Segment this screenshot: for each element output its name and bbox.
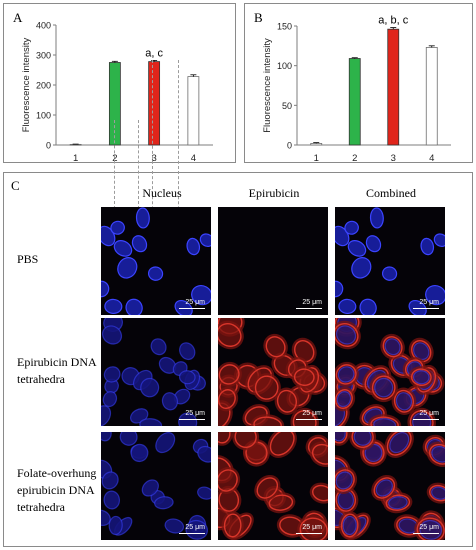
scale-bar [296, 307, 322, 309]
row-label-line: tetrahedra [17, 372, 65, 386]
micrograph-folate-combined: 25 μm [335, 432, 445, 540]
significance-annotation: a, b, c [378, 15, 408, 27]
panel-c [3, 172, 473, 547]
scale-bar-label: 25 μm [185, 299, 205, 306]
y-tick-label: 100 [36, 111, 51, 121]
scale-bar-label: 25 μm [302, 410, 322, 417]
row-label-pbs: PBS [17, 251, 38, 268]
scale-bar [413, 307, 439, 309]
x-tick-label: 1 [314, 153, 319, 163]
micrograph-folate-epirubicin: 25 μm [218, 432, 328, 540]
guide-line-left-2 [152, 60, 153, 280]
bar-4 [425, 47, 438, 146]
guide-line-right [138, 120, 139, 280]
bar-1 [310, 143, 323, 146]
column-header-epirubicin: Epirubicin [248, 186, 300, 200]
micrograph-folate-nucleus: 25 μm [101, 432, 211, 540]
scale-bar-label: 25 μm [185, 524, 205, 531]
y-tick-label: 50 [282, 101, 292, 111]
panel-b-letter: B [254, 10, 263, 25]
column-header-combined: Combined [366, 186, 416, 200]
scale-bar [179, 532, 205, 534]
panel-c-letter: C [11, 178, 20, 193]
micrograph-epi-epirubicin: 25 μm [218, 318, 328, 426]
scale-bar-label: 25 μm [419, 524, 439, 531]
scale-bar-label: 25 μm [302, 299, 322, 306]
y-axis-label: Fluorescence intensity [21, 37, 32, 132]
row-label-folate-tetrahedra: Folate-overhung epirubicin DNA tetrahedr… [17, 465, 96, 516]
row-label-epirubicin-tetrahedra: Epirubicin DNA tetrahedra [17, 354, 97, 388]
y-tick-label: 300 [36, 51, 51, 61]
scale-bar [296, 418, 322, 420]
micrograph-pbs-nucleus: 25 μm [101, 207, 211, 315]
y-axis-label: Fluorescence intensity [262, 38, 273, 133]
bar-3 [148, 61, 161, 146]
x-tick-label: 3 [151, 153, 156, 163]
scale-bar-label: 25 μm [185, 410, 205, 417]
scale-bar [179, 307, 205, 309]
panel-b [244, 3, 473, 163]
x-tick-label: 3 [391, 153, 396, 163]
scale-bar [296, 532, 322, 534]
y-tick-label: 150 [277, 22, 292, 32]
bar-3 [387, 28, 400, 146]
micrograph-epi-nucleus: 25 μm [101, 318, 211, 426]
x-tick-label: 1 [73, 153, 78, 163]
x-tick-label: 4 [429, 153, 434, 163]
bar-4 [187, 76, 200, 146]
guide-line-right-2 [178, 60, 179, 280]
bar-2 [348, 58, 361, 146]
scale-bar [179, 418, 205, 420]
significance-annotation: a, c [145, 47, 163, 59]
row-label-line: Folate-overhung [17, 466, 97, 480]
y-tick-label: 0 [46, 141, 51, 151]
scale-bar-label: 25 μm [419, 299, 439, 306]
row-label-line: PBS [17, 252, 39, 266]
y-tick-label: 0 [287, 141, 292, 151]
row-label-line: epirubicin DNA [17, 483, 95, 497]
scale-bar [413, 532, 439, 534]
bar-1 [69, 143, 82, 146]
row-label-line: tetrahedra [17, 500, 65, 514]
chart-b: 0 50 100 150 Fluorescence intensity 1 2 3 4 a, b,… [262, 15, 451, 163]
row-label-line: Epirubicin DNA [17, 355, 97, 369]
x-tick-label: 4 [191, 153, 196, 163]
micrograph-epi-combined: 25 μm [335, 318, 445, 426]
micrograph-pbs-epirubicin: 25 μm [218, 207, 328, 315]
scale-bar-label: 25 μm [302, 524, 322, 531]
guide-line-left [114, 120, 115, 280]
column-header-nucleus: Nucleus [142, 186, 182, 200]
panel-a [3, 3, 236, 163]
y-tick-label: 400 [36, 21, 51, 31]
y-tick-label: 200 [36, 81, 51, 91]
micrograph-pbs-combined: 25 μm [335, 207, 445, 315]
scale-bar [413, 418, 439, 420]
y-tick-label: 100 [277, 61, 292, 71]
panel-a-letter: A [13, 10, 23, 25]
scale-bar-label: 25 μm [419, 410, 439, 417]
x-tick-label: 2 [352, 153, 357, 163]
